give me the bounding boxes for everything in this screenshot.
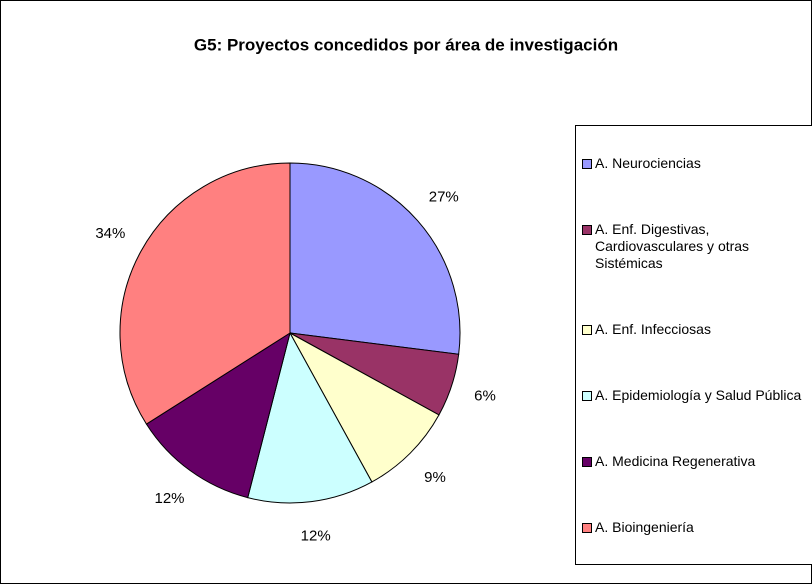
pie-slice [145,331,291,499]
legend-item: A. Neurociencias [576,155,812,172]
legend-label: A. Enf. Infecciosas [595,320,711,337]
legend-label: A. Medicina Regenerativa [595,452,756,469]
legend-item: A. Epidemiología y Salud Pública [576,387,812,404]
pie-slice [247,331,373,504]
legend: A. Neurociencias A. Enf. Digestivas, Card… [575,125,812,565]
legend-swatch [582,324,592,335]
legend-swatch [582,522,592,533]
data-label: 12% [301,527,331,544]
chart-title: G5: Proyectos concedidos por área de inv… [194,35,618,54]
legend-label: A. Neurociencias [595,154,701,171]
legend-label: A. Bioingeniería [595,518,694,535]
legend-swatch [582,224,592,235]
legend-label: A. Epidemiología y Salud Pública [595,386,802,403]
data-label: 9% [424,469,446,486]
pie-slice [288,331,440,483]
data-label: 34% [95,225,125,242]
data-label: 27% [429,188,459,205]
legend-swatch [582,390,592,401]
legend-swatch [582,158,592,169]
legend-item: A. Enf. Digestivas, Cardiovasculares y o… [576,221,812,272]
legend-label: A. Enf. Digestivas, Cardiovasculares y o… [595,220,750,271]
legend-swatch [582,456,592,467]
legend-item: A. Bioingeniería [576,519,812,536]
data-label: 12% [154,490,184,507]
data-label: 6% [474,387,496,404]
legend-item: A. Enf. Infecciosas [576,321,812,338]
pie-slice [119,162,291,425]
legend-item: A. Medicina Regenerativa [576,453,812,470]
pie-slice [289,162,461,355]
